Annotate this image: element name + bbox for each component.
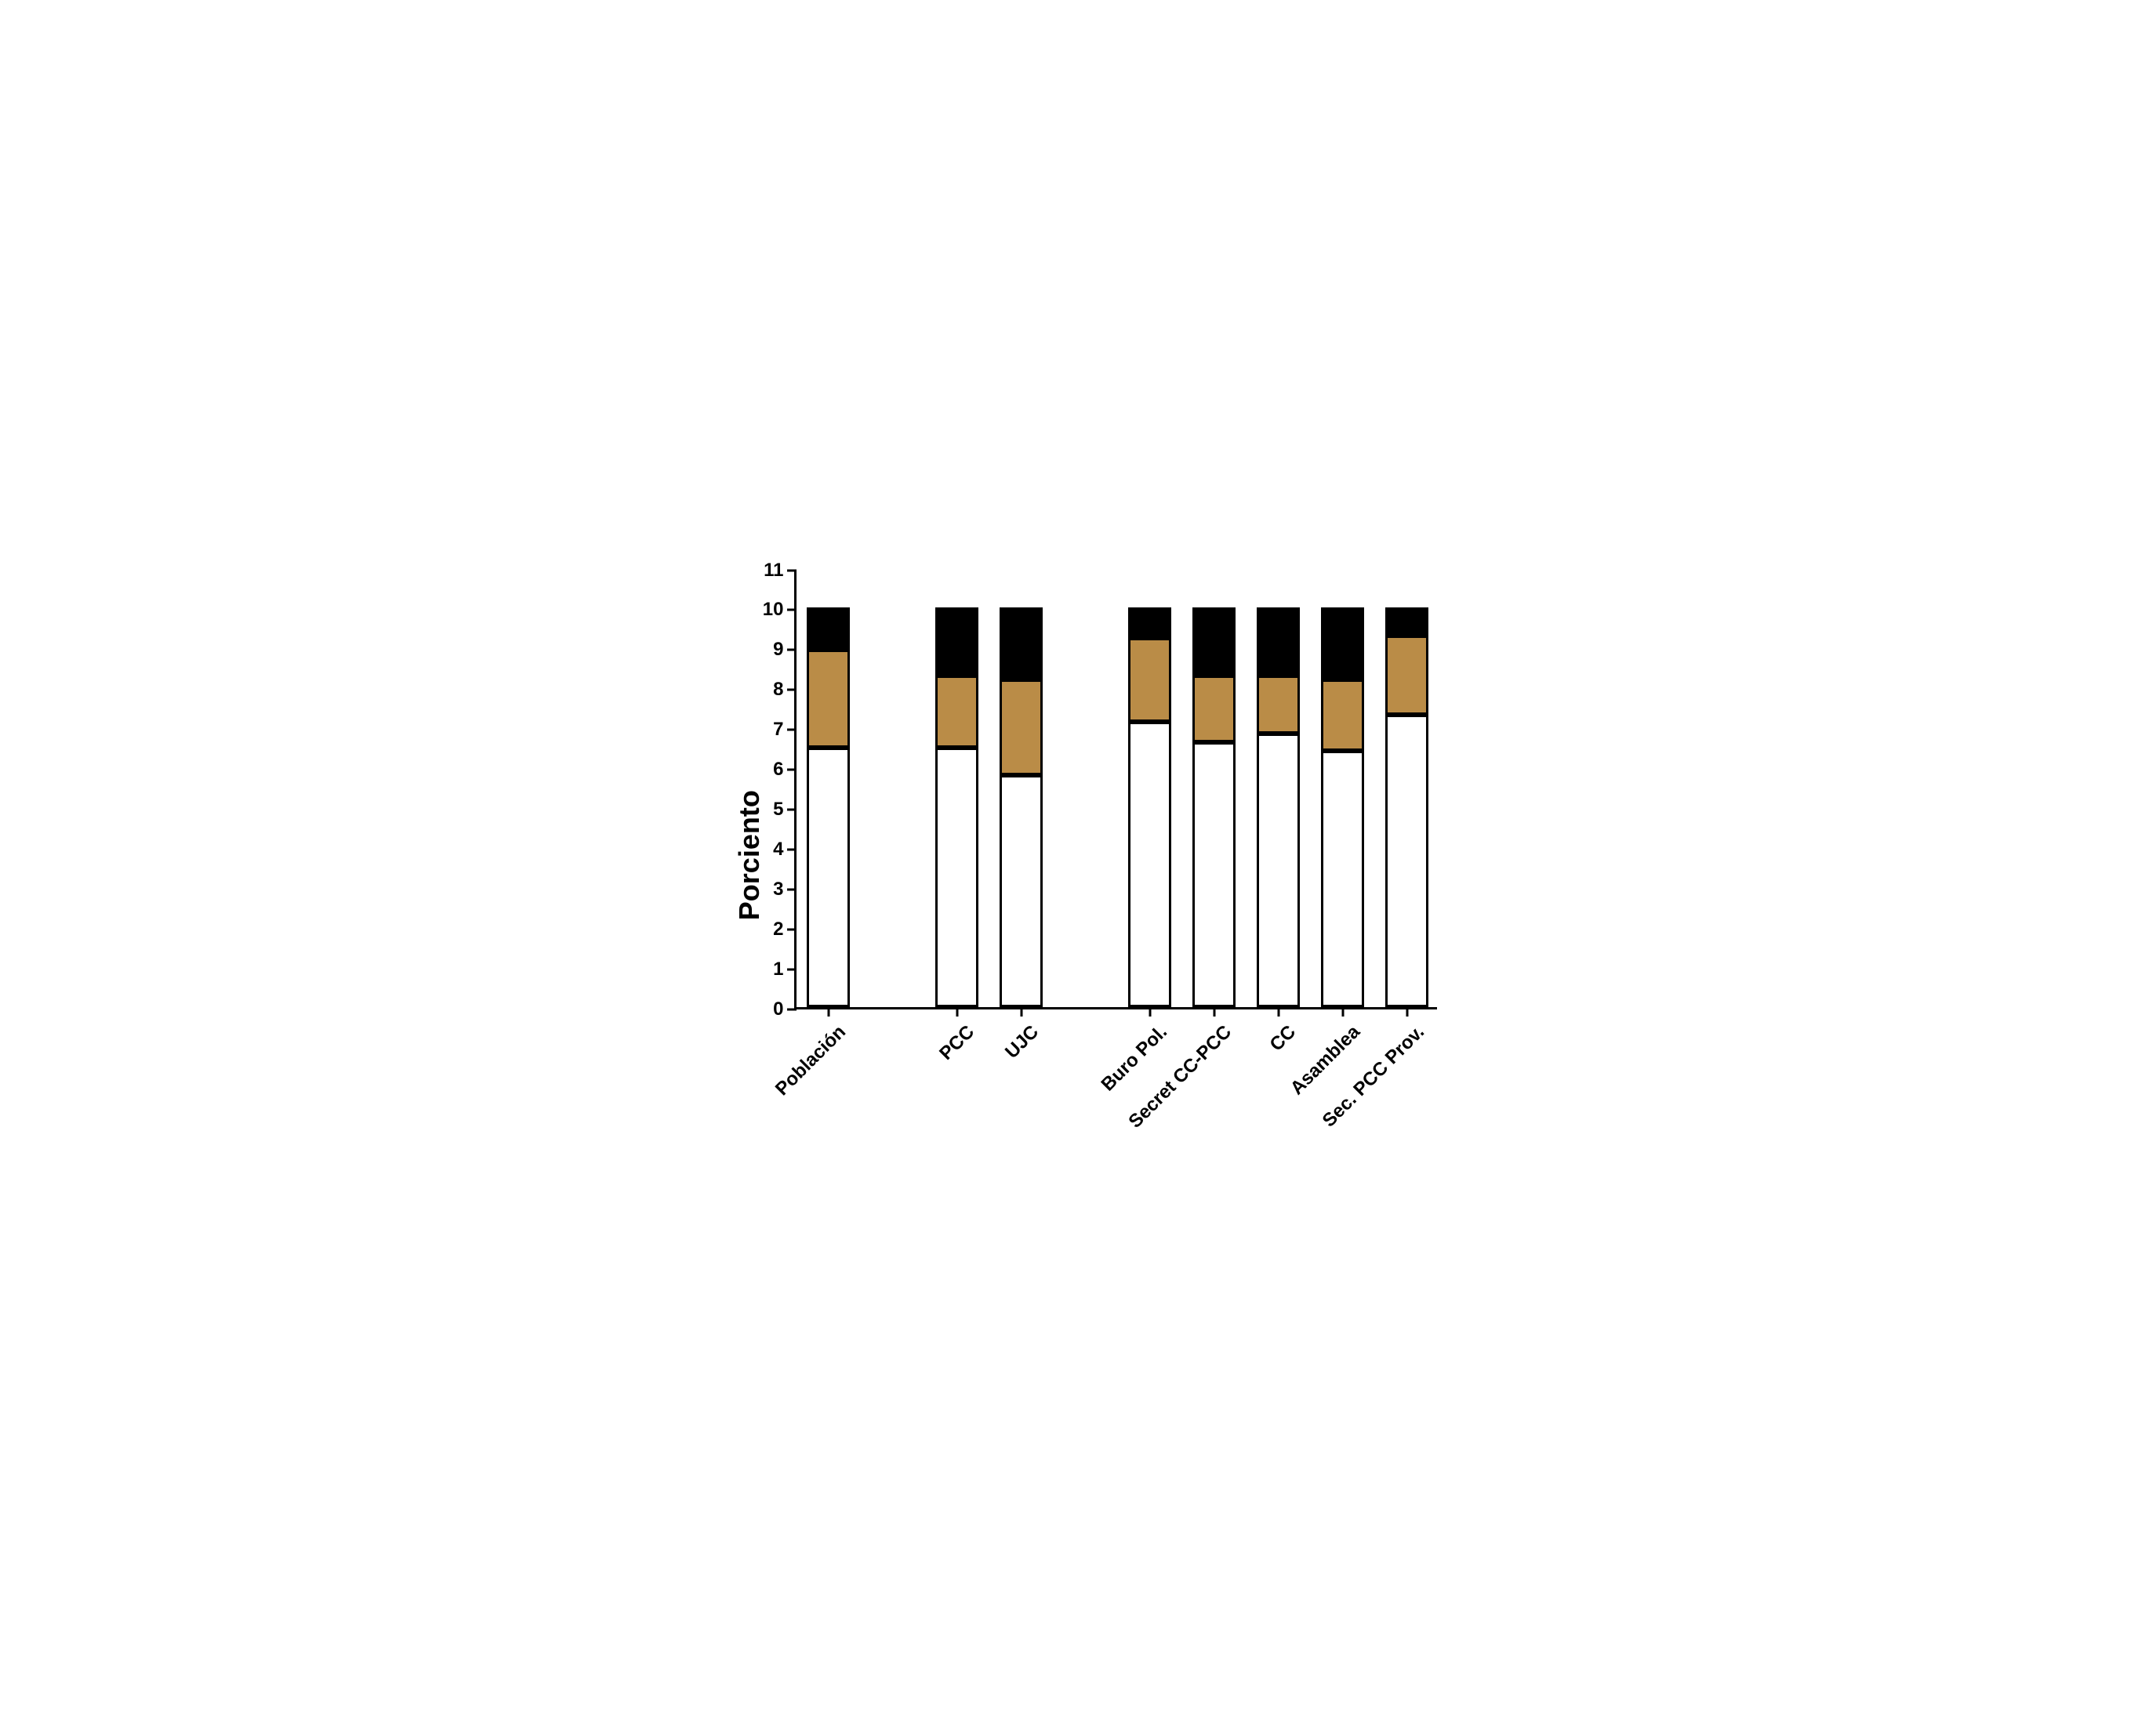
bar-segment bbox=[1128, 607, 1170, 637]
bar-segment bbox=[1321, 751, 1363, 1007]
y-tick bbox=[787, 928, 797, 930]
bar-segment bbox=[1000, 775, 1042, 1006]
y-tick-label: 5 bbox=[757, 799, 784, 821]
y-tick bbox=[787, 808, 797, 810]
y-tick bbox=[787, 848, 797, 850]
x-tick bbox=[1277, 1007, 1279, 1017]
y-tick bbox=[787, 729, 797, 731]
y-tick-label: 0 bbox=[757, 998, 784, 1020]
y-tick bbox=[787, 888, 797, 890]
bar-group bbox=[1257, 607, 1299, 1006]
bar-segment bbox=[935, 748, 978, 1007]
y-tick-label: 4 bbox=[757, 839, 784, 861]
bar-segment bbox=[935, 676, 978, 748]
bar-segment bbox=[807, 748, 849, 1007]
y-tick bbox=[787, 609, 797, 611]
plot-area: 01234567891011PoblaciónPCCUJCBuro Pol.Se… bbox=[794, 571, 1437, 1009]
bar-segment bbox=[1128, 722, 1170, 1007]
y-tick bbox=[787, 689, 797, 691]
bar-group bbox=[1321, 607, 1363, 1006]
y-tick bbox=[787, 968, 797, 970]
stacked-bar-chart: Porciento 01234567891011PoblaciónPCCUJCB… bbox=[700, 555, 1453, 1182]
y-tick-label: 11 bbox=[757, 560, 784, 582]
y-tick-label: 10 bbox=[757, 599, 784, 621]
bar-group bbox=[1128, 607, 1170, 1006]
bar-segment bbox=[1321, 607, 1363, 680]
bar-segment bbox=[1385, 607, 1428, 636]
y-tick bbox=[787, 769, 797, 771]
bar-segment bbox=[1192, 676, 1235, 742]
x-tick bbox=[1020, 1007, 1022, 1017]
bar-segment bbox=[1257, 676, 1299, 734]
bar-segment bbox=[1385, 636, 1428, 715]
y-tick-label: 2 bbox=[757, 919, 784, 940]
y-tick bbox=[787, 569, 797, 571]
bar-segment bbox=[1192, 742, 1235, 1007]
y-tick-label: 6 bbox=[757, 759, 784, 781]
bar-segment bbox=[1192, 607, 1235, 676]
bar-group bbox=[1192, 607, 1235, 1006]
bar-group bbox=[807, 607, 849, 1006]
bar-segment bbox=[1385, 715, 1428, 1007]
y-tick-label: 9 bbox=[757, 639, 784, 661]
bar-segment bbox=[935, 607, 978, 676]
bar-segment bbox=[807, 650, 849, 748]
bar-group bbox=[935, 607, 978, 1006]
bar-segment bbox=[807, 607, 849, 649]
y-tick-label: 8 bbox=[757, 679, 784, 701]
bar-segment bbox=[1000, 607, 1042, 680]
y-tick-label: 7 bbox=[757, 719, 784, 741]
y-tick bbox=[787, 1008, 797, 1010]
bar-segment bbox=[1257, 734, 1299, 1007]
bar-group bbox=[1000, 607, 1042, 1006]
x-tick bbox=[1149, 1007, 1151, 1017]
x-axis-label: Población bbox=[713, 1021, 850, 1158]
x-tick bbox=[1341, 1007, 1344, 1017]
x-tick bbox=[1406, 1007, 1408, 1017]
bar-segment bbox=[1000, 680, 1042, 775]
bar-segment bbox=[1257, 607, 1299, 676]
y-tick-label: 1 bbox=[757, 959, 784, 980]
y-tick bbox=[787, 649, 797, 651]
x-tick bbox=[1213, 1007, 1215, 1017]
bar-segment bbox=[1321, 680, 1363, 751]
x-tick bbox=[827, 1007, 829, 1017]
bar-group bbox=[1385, 607, 1428, 1006]
y-tick-label: 3 bbox=[757, 879, 784, 901]
x-tick bbox=[956, 1007, 958, 1017]
bar-segment bbox=[1128, 638, 1170, 722]
